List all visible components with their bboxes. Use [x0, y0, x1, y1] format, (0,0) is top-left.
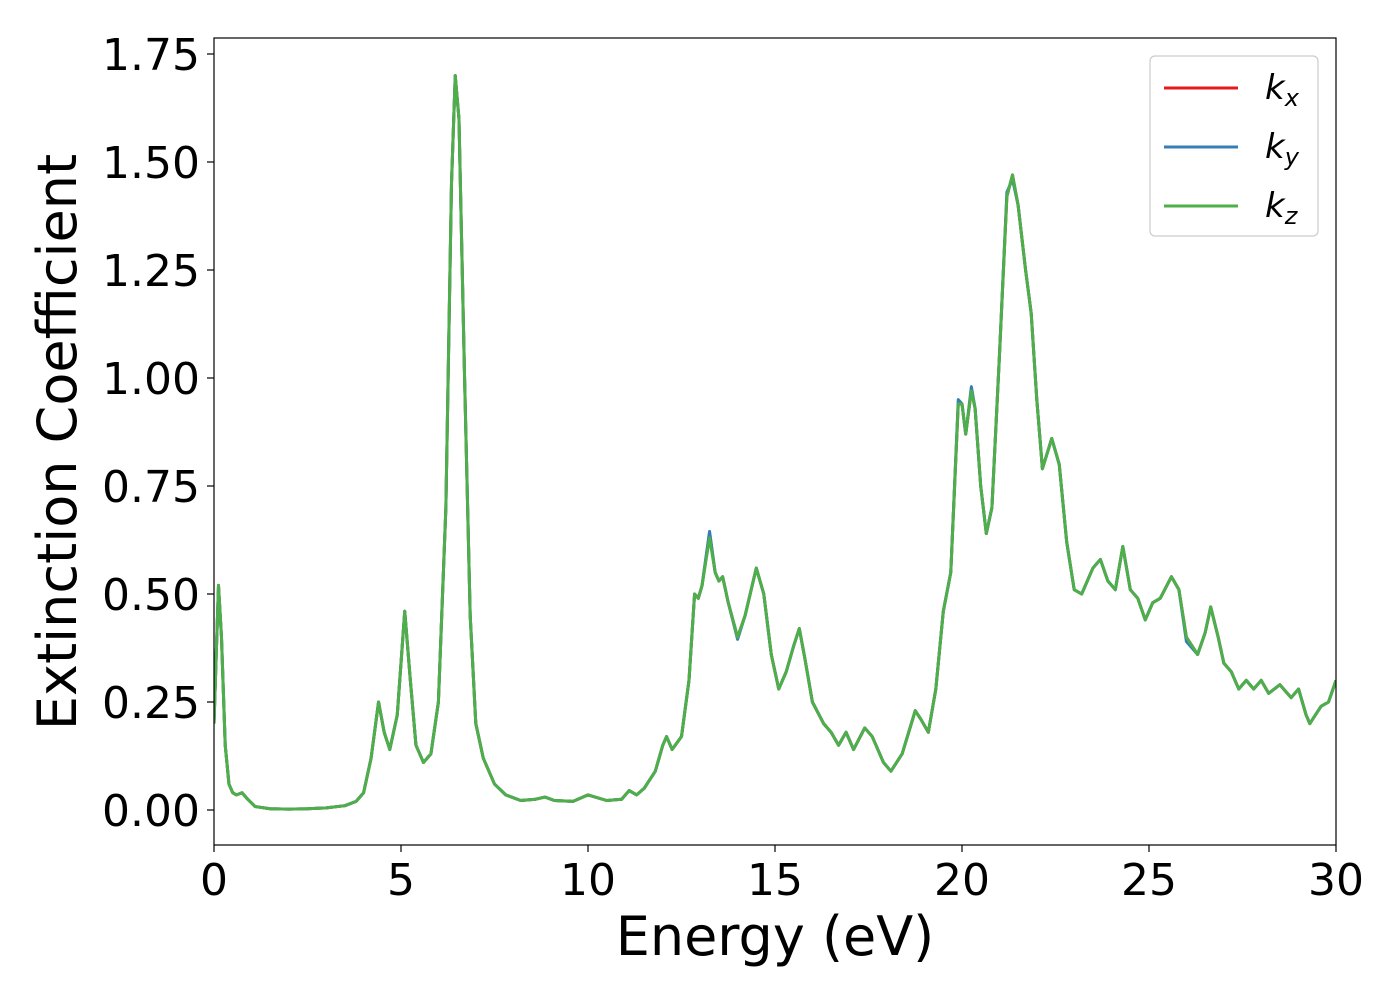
y-tick-label: 1.75 [102, 30, 200, 81]
data-line [214, 74, 1336, 811]
x-tick-label: 30 [1308, 855, 1364, 906]
legend-label: kx [1265, 68, 1300, 112]
y-tick-label: 0.75 [102, 462, 200, 513]
y-tick-label: 1.25 [102, 246, 200, 297]
legend-label: kz [1265, 186, 1299, 230]
y-tick-label: 0.25 [102, 678, 200, 729]
x-tick-label: 15 [747, 855, 803, 906]
x-tick-label: 10 [560, 855, 616, 906]
x-axis-label: Energy (eV) [616, 905, 935, 968]
x-tick-label: 0 [200, 855, 228, 906]
y-tick-label: 1.00 [102, 354, 200, 405]
y-axis-label: Extinction Coefficient [26, 154, 89, 730]
y-tick-label: 0.50 [102, 570, 200, 621]
legend-label: ky [1265, 127, 1300, 171]
x-tick-label: 5 [387, 855, 415, 906]
y-tick-label: 0.00 [102, 786, 200, 837]
x-tick-label: 20 [934, 855, 990, 906]
y-tick-label: 1.50 [102, 138, 200, 189]
plot-lines [214, 74, 1336, 811]
plot-frame [213, 37, 1337, 846]
x-tick-label: 25 [1121, 855, 1177, 906]
